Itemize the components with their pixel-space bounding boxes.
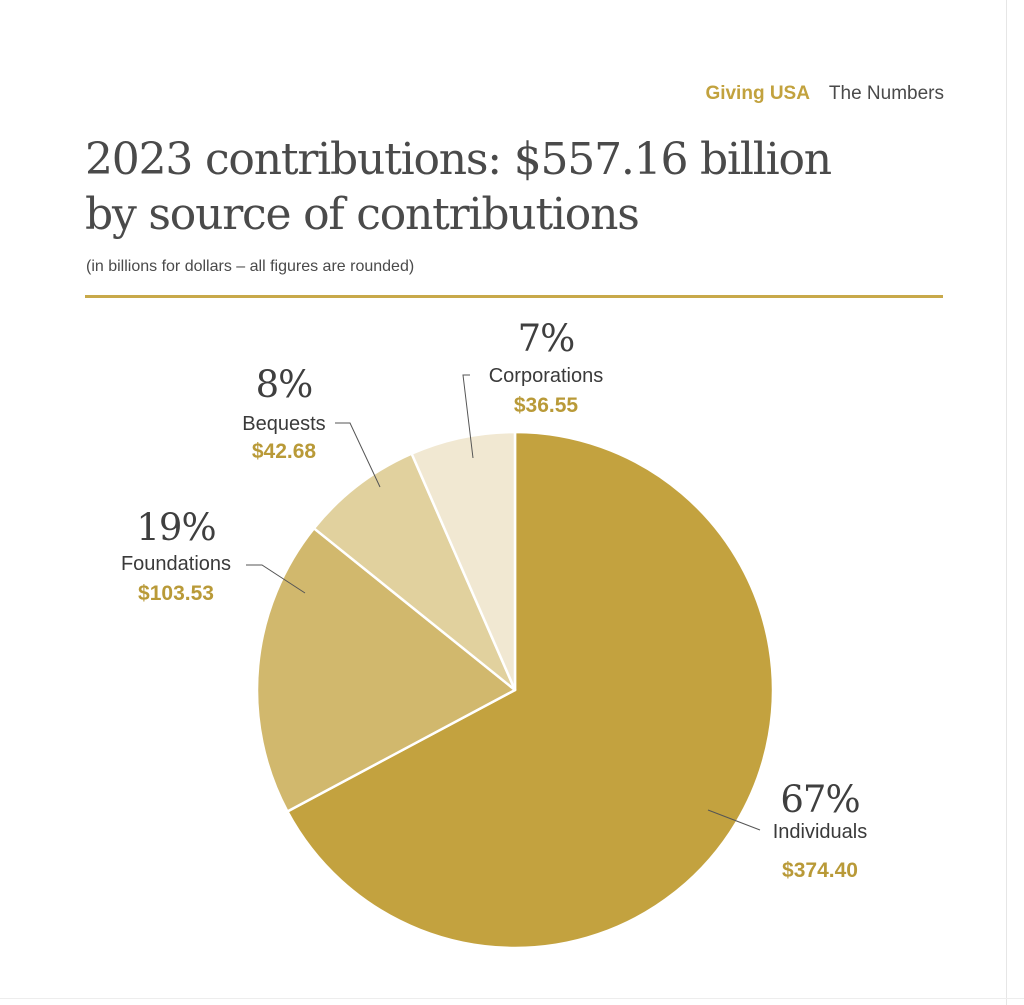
percent-label-corporations: 7% xyxy=(518,317,575,360)
percent-label-bequests: 8% xyxy=(256,363,313,406)
pie-slices xyxy=(255,430,775,950)
brand-label: Giving USA xyxy=(705,83,810,104)
leader-line-bequests xyxy=(335,422,381,488)
category-label-bequests: Bequests xyxy=(242,413,325,435)
pie-slice-bequests xyxy=(312,452,517,692)
pie-slice-corporations xyxy=(410,430,517,692)
pie-slice-individuals xyxy=(286,430,775,950)
category-label-individuals: Individuals xyxy=(773,821,868,843)
category-label-corporations: Corporations xyxy=(489,365,604,387)
chart-title: 2023 contributions: $557.16 billion by s… xyxy=(85,132,832,242)
leader-line-foundations xyxy=(246,564,306,594)
pie-labels: 67%Individuals $374.40 19% Foundations $103.… xyxy=(121,317,867,882)
page-edge-rule xyxy=(1006,0,1007,1005)
value-label-foundations: $103.53 xyxy=(138,582,214,605)
value-label-individuals: $374.40 xyxy=(782,859,858,882)
leader-line-individuals xyxy=(707,809,761,831)
chart-title-line-1: 2023 contributions: $557.16 billion xyxy=(85,134,832,185)
title-divider xyxy=(85,295,943,298)
report-header: Giving USA The Numbers xyxy=(705,83,944,105)
percent-label-foundations: 19% xyxy=(136,506,215,549)
chart-subtitle: (in billions for dollars – all figures a… xyxy=(86,258,415,275)
section-label: The Numbers xyxy=(828,83,944,104)
chart-title-line-2: by source of contributions xyxy=(85,189,640,240)
percent-label-individuals: 67% xyxy=(780,778,859,821)
pie-slice-foundations xyxy=(255,527,517,813)
category-label-foundations: Foundations xyxy=(121,553,231,575)
page-bottom-rule xyxy=(0,998,1024,999)
leader-line-corporations xyxy=(462,374,474,459)
value-label-corporations: $36.55 xyxy=(514,394,579,417)
value-label-bequests: $42.68 xyxy=(252,440,317,463)
